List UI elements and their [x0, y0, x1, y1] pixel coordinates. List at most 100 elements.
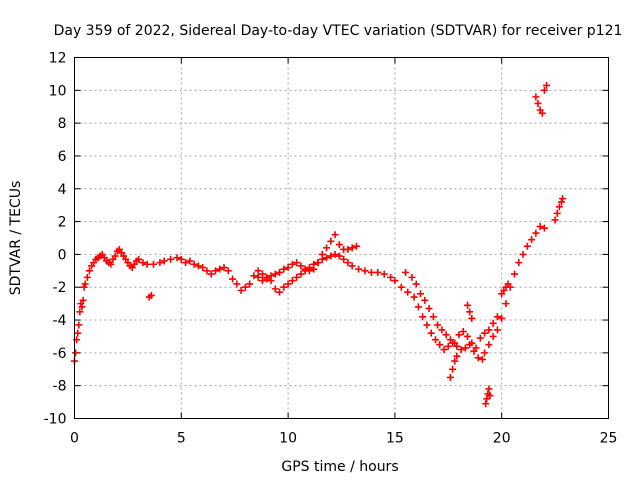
data-point [419, 313, 427, 321]
data-point [143, 260, 151, 268]
data-point [391, 277, 399, 285]
y-axis-ticks: -10 -8 -6 -4 -2 0 2 4 6 8 10 12 [44, 51, 609, 428]
data-point [476, 334, 484, 342]
data-point [344, 245, 352, 253]
data-point [481, 349, 489, 357]
data-point [81, 280, 89, 288]
data-point [434, 321, 442, 329]
data-point [331, 250, 339, 258]
data-point [446, 373, 454, 381]
data-point [288, 277, 296, 285]
data-point [455, 331, 463, 339]
data-point [421, 296, 429, 304]
data-point [489, 332, 497, 340]
x-axis-label: GPS time / hours [281, 459, 398, 475]
y-tick-label: 8 [58, 116, 67, 132]
y-tick-label: 0 [58, 247, 67, 263]
y-tick-label: 4 [58, 182, 67, 198]
data-point [276, 288, 284, 296]
data-point [417, 290, 425, 298]
y-tick-label: 2 [58, 215, 67, 231]
data-point [436, 341, 444, 349]
data-point [481, 329, 489, 337]
data-point [80, 283, 88, 291]
data-point [408, 273, 416, 281]
data-point [410, 293, 418, 301]
data-point [534, 99, 542, 107]
data-point [297, 262, 305, 270]
x-tick-label: 5 [177, 431, 186, 447]
data-point [485, 341, 493, 349]
data-point [466, 308, 474, 316]
data-point [478, 355, 486, 363]
data-point [355, 265, 363, 273]
data-point [515, 259, 523, 267]
data-point [538, 109, 546, 117]
data-point [440, 346, 448, 354]
data-point [271, 270, 279, 278]
data-point [446, 336, 454, 344]
data-point [402, 268, 410, 276]
data-point [532, 93, 540, 101]
data-point [553, 209, 561, 217]
data-point [451, 357, 459, 365]
data-point [297, 270, 305, 278]
data-point [327, 237, 335, 245]
data-point [348, 244, 356, 252]
data-point [250, 272, 258, 280]
data-point [233, 280, 241, 288]
data-point [207, 270, 215, 278]
data-point [558, 198, 566, 206]
x-tick-label: 15 [386, 431, 404, 447]
data-point [190, 260, 198, 268]
data-point [367, 268, 375, 276]
data-point [431, 336, 439, 344]
data-point [79, 296, 87, 304]
data-point [139, 259, 147, 267]
data-point [186, 257, 194, 265]
grid [74, 57, 609, 419]
data-point [453, 352, 461, 360]
data-point [280, 283, 288, 291]
data-point [258, 277, 266, 285]
data-point [387, 273, 395, 281]
data-point [489, 319, 497, 327]
data-point [254, 273, 262, 281]
data-point [461, 344, 469, 352]
data-point [423, 321, 431, 329]
data-point [167, 255, 175, 263]
data-point [449, 365, 457, 373]
data-point [224, 267, 232, 275]
data-point [177, 255, 185, 263]
data-point [493, 313, 501, 321]
data-point [331, 231, 339, 239]
data-point [468, 339, 476, 347]
data-point [397, 283, 405, 291]
data-point [361, 267, 369, 275]
data-point [216, 265, 224, 273]
data-point [451, 339, 459, 347]
data-point [229, 275, 237, 283]
data-point [72, 349, 80, 357]
data-point [305, 267, 313, 275]
data-point [314, 259, 322, 267]
data-point [340, 255, 348, 263]
data-point [414, 303, 422, 311]
data-point [498, 314, 506, 322]
data-point [147, 291, 155, 299]
data-point [493, 326, 501, 334]
data-point [528, 236, 536, 244]
data-point [271, 285, 279, 293]
data-point [293, 273, 301, 281]
data-point [284, 264, 292, 272]
data-point [485, 326, 493, 334]
data-point [258, 270, 266, 278]
data-point [536, 223, 544, 231]
data-point [241, 283, 249, 291]
data-point [76, 308, 84, 316]
data-point [254, 267, 262, 275]
data-point [203, 267, 211, 275]
data-point [504, 280, 512, 288]
y-axis-label: SDTVAR / TECUs [8, 181, 24, 296]
y-tick-label: 10 [49, 83, 67, 99]
